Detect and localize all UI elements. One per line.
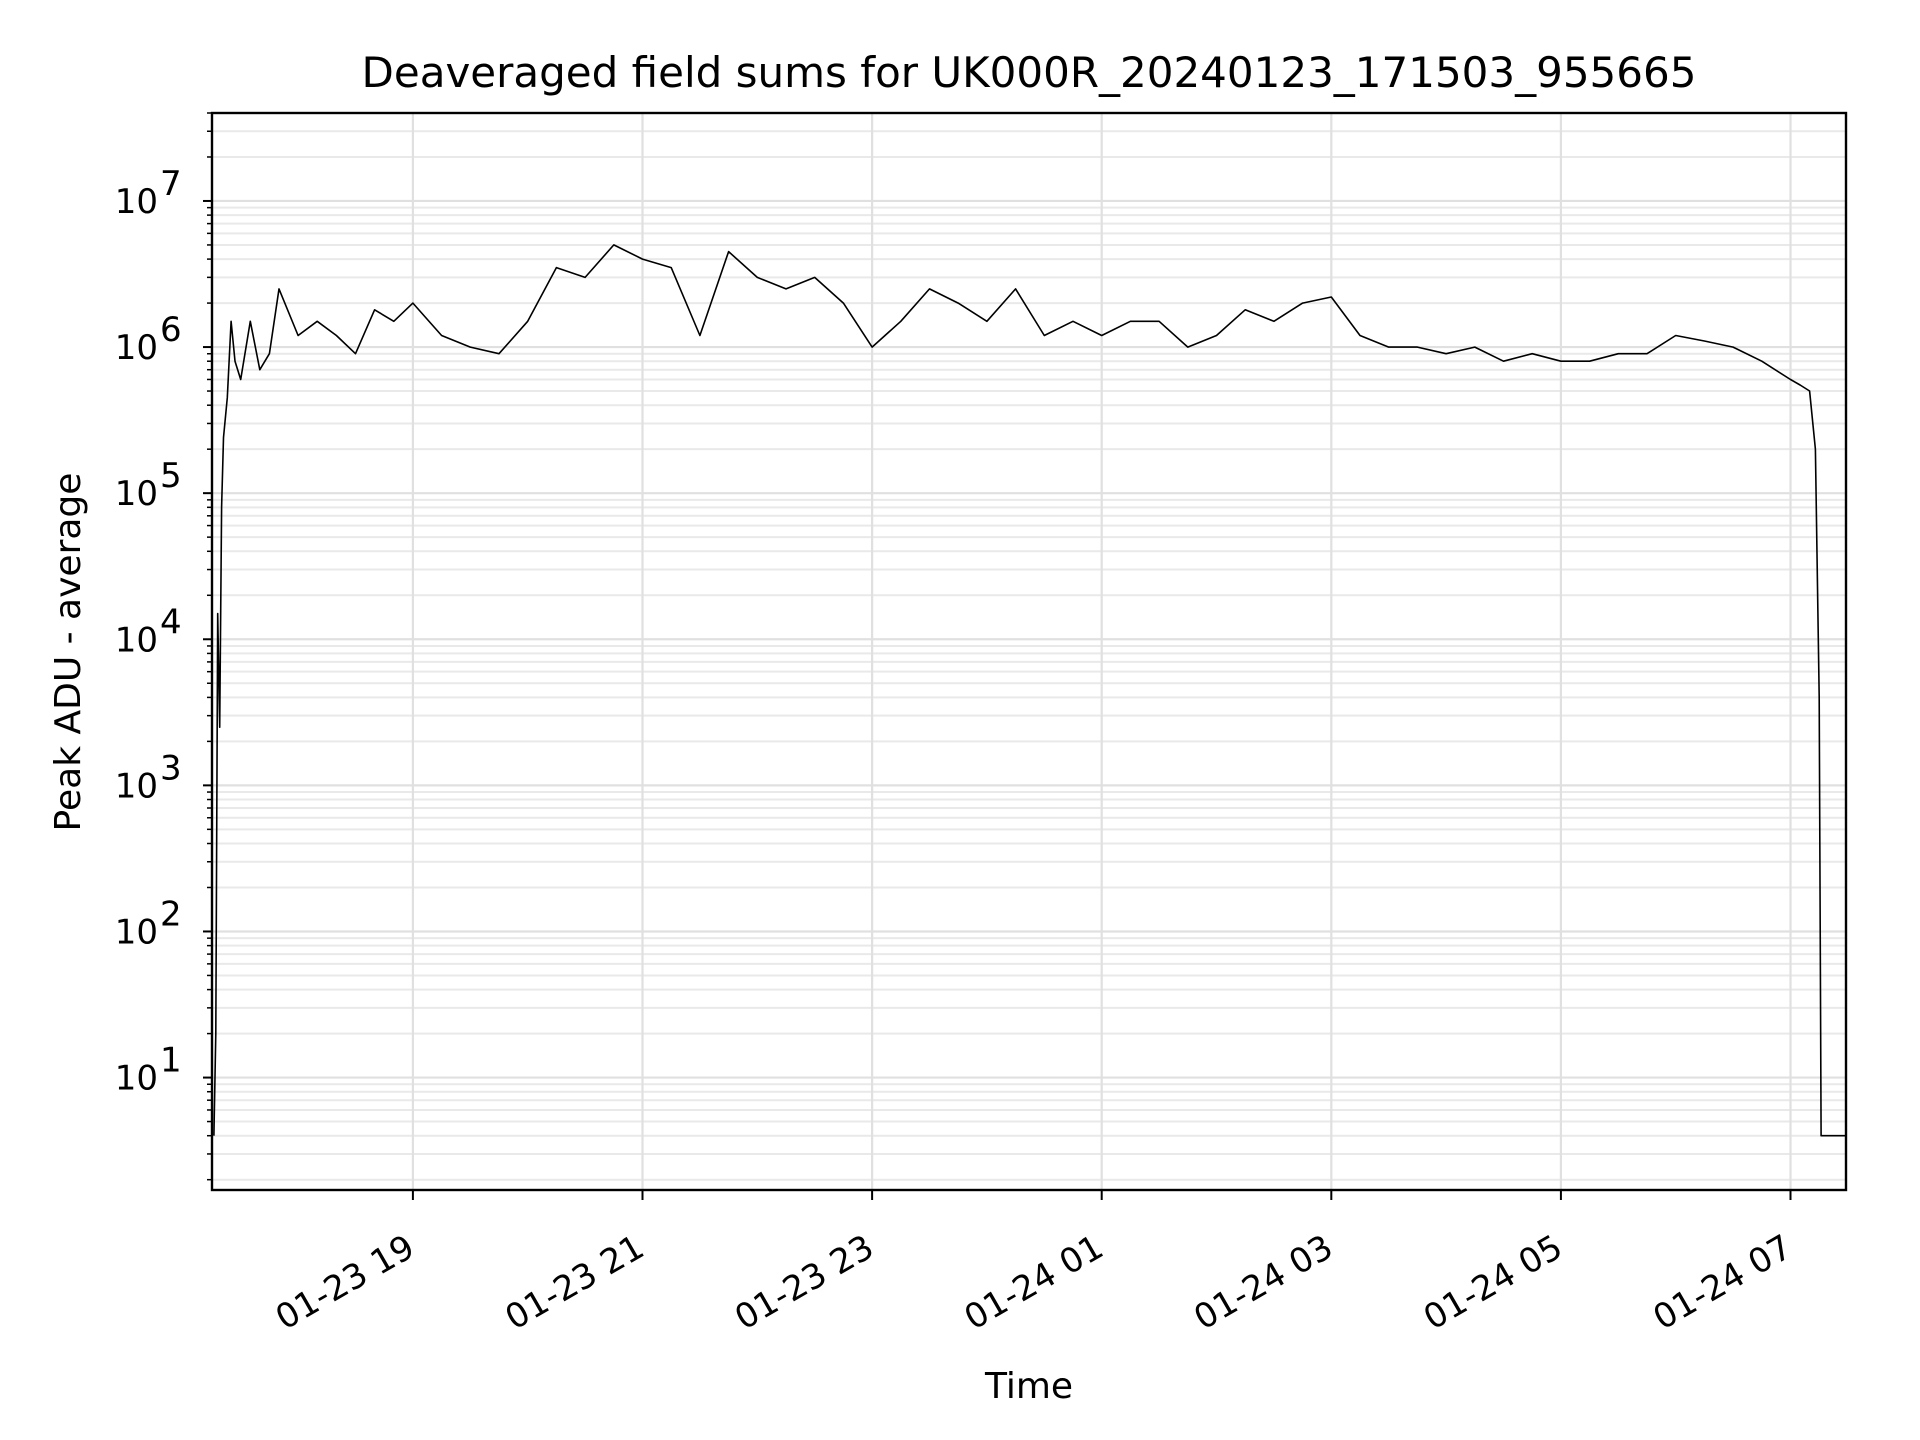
grid (212, 112, 1846, 1190)
y-tick-exponent: 4 (160, 602, 182, 642)
plot-frame (210, 111, 1848, 1192)
y-tick-exponent: 3 (160, 748, 182, 788)
series-line (213, 244, 1846, 1137)
y-tick-exponent: 6 (160, 310, 182, 350)
y-tick-exponent: 7 (160, 164, 182, 204)
y-tick-exponent: 2 (160, 894, 182, 934)
data-series (213, 244, 1846, 1137)
x-axis-label: Time (984, 1366, 1073, 1407)
chart-title: Deaveraged field sums for UK000R_2024012… (362, 48, 1697, 97)
y-tick-label: 10 (115, 912, 158, 952)
y-tick-label: 10 (115, 766, 158, 806)
y-axis-label: Peak ADU - average (48, 473, 89, 832)
y-tick-exponent: 1 (160, 1041, 182, 1081)
y-tick-label: 10 (115, 182, 158, 222)
y-tick-label: 10 (115, 1059, 158, 1099)
y-tick-label: 10 (115, 620, 158, 660)
y-tick-label: 10 (115, 328, 158, 368)
y-tick-exponent: 5 (160, 456, 182, 496)
y-tick-label: 10 (115, 474, 158, 514)
